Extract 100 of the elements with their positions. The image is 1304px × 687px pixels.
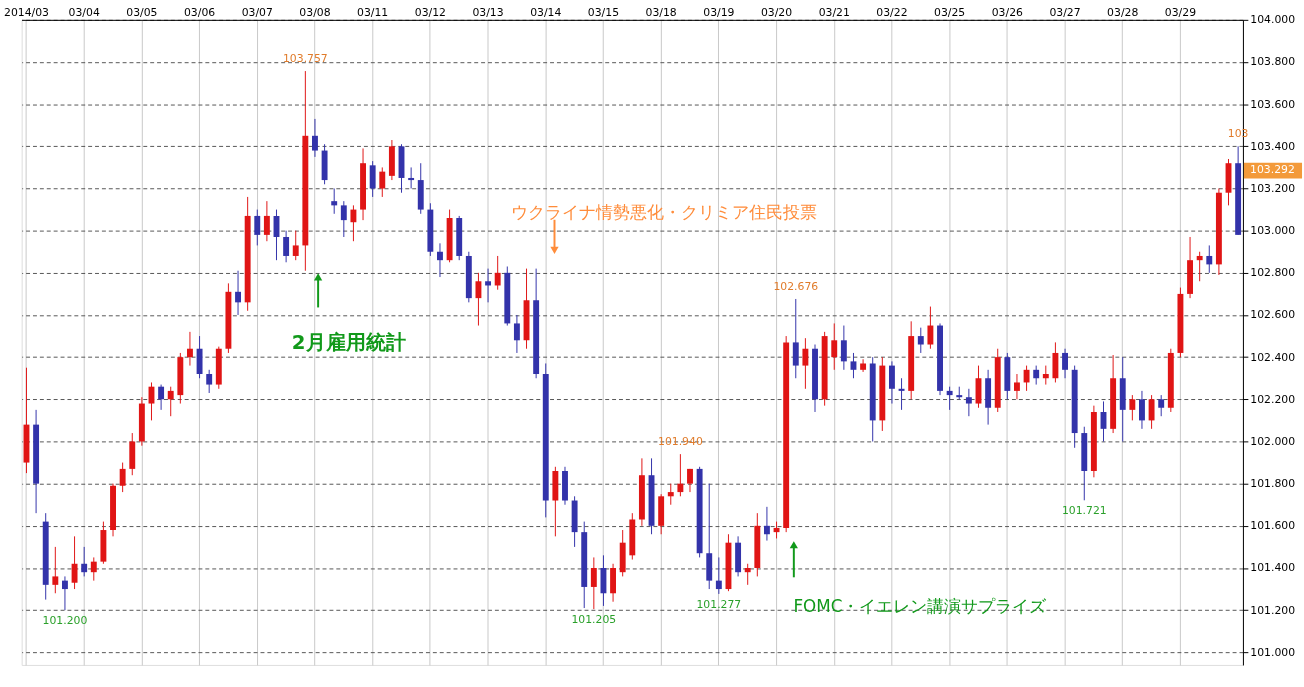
- candlestick: [331, 188, 338, 215]
- y-tick-label: 102.800: [1250, 266, 1296, 280]
- candlestick: [90, 556, 97, 582]
- annotation: ウクライナ情勢悪化・クリミア住民投票: [510, 201, 817, 222]
- candlestick: [437, 242, 443, 278]
- candlestick: [946, 386, 953, 411]
- candlestick: [254, 209, 261, 246]
- candlestick: [379, 166, 386, 198]
- candlestick: [187, 331, 193, 367]
- x-tick-label: 03/19: [703, 6, 735, 20]
- candlestick: [369, 160, 376, 198]
- candlestick: [81, 546, 88, 577]
- candlestick: [1023, 365, 1030, 392]
- y-tick-label: 101.400: [1250, 561, 1296, 575]
- y-tick-label: 103.200: [1250, 181, 1296, 195]
- candlestick: [744, 563, 751, 586]
- x-tick-label: 03/04: [68, 6, 100, 20]
- x-tick-label: 03/22: [876, 6, 908, 20]
- x-tick-label: 03/08: [299, 6, 331, 20]
- y-tick-label: 102.600: [1250, 308, 1296, 322]
- candlestick: [312, 118, 318, 158]
- candlestick: [235, 270, 241, 316]
- candlestick: [860, 358, 867, 373]
- y-tick-label: 101.800: [1250, 477, 1296, 491]
- candlestick: [792, 298, 799, 379]
- candlestick: [119, 462, 126, 493]
- candlestick: [1196, 251, 1203, 282]
- candlestick: [158, 384, 165, 411]
- y-tick-label: 103.400: [1250, 139, 1296, 153]
- candlestick: [898, 377, 905, 411]
- y-tick-label: 102.200: [1250, 392, 1296, 406]
- x-tick-label: 03/12: [414, 6, 446, 20]
- x-tick-label: 03/13: [472, 6, 504, 20]
- y-tick-label: 103.600: [1250, 97, 1296, 111]
- candlestick: [283, 230, 290, 263]
- candlestick: [1014, 373, 1020, 400]
- candlestick: [917, 327, 924, 354]
- x-tick-label: 03/14: [530, 6, 562, 20]
- candlestick: [1158, 394, 1165, 417]
- y-tick-label: 101.200: [1250, 603, 1296, 617]
- candlestick: [763, 506, 770, 542]
- candlestick: [167, 386, 174, 417]
- x-tick-label: 03/25: [934, 6, 966, 20]
- candlestick: [292, 230, 299, 261]
- y-tick-label: 102.400: [1250, 350, 1296, 364]
- candlestick: [888, 360, 895, 405]
- candlestick: [840, 325, 847, 371]
- candlestick: [831, 322, 838, 371]
- annotation: 101.200: [42, 613, 88, 627]
- annotation: 101.277: [696, 597, 742, 611]
- candlestick: [1206, 244, 1213, 274]
- candlestick: [52, 546, 59, 594]
- annotation: 101.205: [571, 612, 617, 626]
- annotation: 101.940: [657, 435, 703, 449]
- candlestick: [340, 200, 347, 238]
- candlestick: [1062, 348, 1068, 379]
- x-tick-label: 03/05: [126, 6, 158, 20]
- annotation: 103.757: [282, 52, 328, 66]
- y-tick-label: 104.000: [1250, 13, 1296, 27]
- annotation: 101.721: [1061, 504, 1107, 518]
- y-tick-label: 102.000: [1250, 434, 1296, 448]
- candlestick: [802, 337, 809, 390]
- y-tick-label: 101.000: [1250, 645, 1296, 659]
- candlestick: [206, 369, 213, 394]
- annotation: 2月雇用統計: [291, 330, 406, 354]
- x-tick-label: 03/20: [760, 6, 793, 20]
- candlestick: [350, 204, 357, 242]
- candlestick: [513, 314, 520, 354]
- x-tick-label: 03/29: [1164, 6, 1197, 20]
- x-tick-label: 03/28: [1107, 6, 1139, 20]
- candlestick: [1139, 390, 1145, 430]
- x-tick-label: 2014/03: [3, 6, 50, 20]
- candlestick: [263, 200, 270, 242]
- candlestick: [494, 255, 501, 291]
- candlestick: [408, 166, 415, 189]
- candlestick: [1148, 394, 1155, 430]
- y-tick-label: 101.600: [1250, 519, 1296, 533]
- annotation: FOMC・イエレン講演サプライズ: [793, 595, 1048, 616]
- x-tick-label: 03/15: [587, 6, 620, 20]
- x-tick-label: 03/07: [241, 6, 273, 20]
- candlestick: [590, 556, 597, 610]
- candlestick: [927, 306, 934, 350]
- x-tick-label: 03/06: [183, 6, 216, 20]
- x-tick-label: 03/18: [645, 6, 677, 20]
- x-tick-label: 03/11: [357, 6, 389, 20]
- x-tick-label: 03/21: [818, 6, 850, 20]
- x-tick-label: 03/27: [1049, 6, 1081, 20]
- candlestick: [1042, 365, 1049, 386]
- y-tick-label: 103.000: [1250, 224, 1296, 238]
- annotation: 102.676: [773, 280, 819, 294]
- x-tick-label: 03/26: [991, 6, 1024, 20]
- text: 103.292: [1250, 163, 1295, 177]
- candlestick: [1129, 394, 1136, 421]
- candlestick: [850, 352, 857, 379]
- candlestick: [485, 268, 492, 303]
- candlestick: [475, 272, 482, 327]
- candlestick: [667, 483, 674, 506]
- y-tick-label: 103.800: [1250, 55, 1296, 69]
- candlestick: [965, 388, 972, 417]
- candlestick: [61, 575, 68, 611]
